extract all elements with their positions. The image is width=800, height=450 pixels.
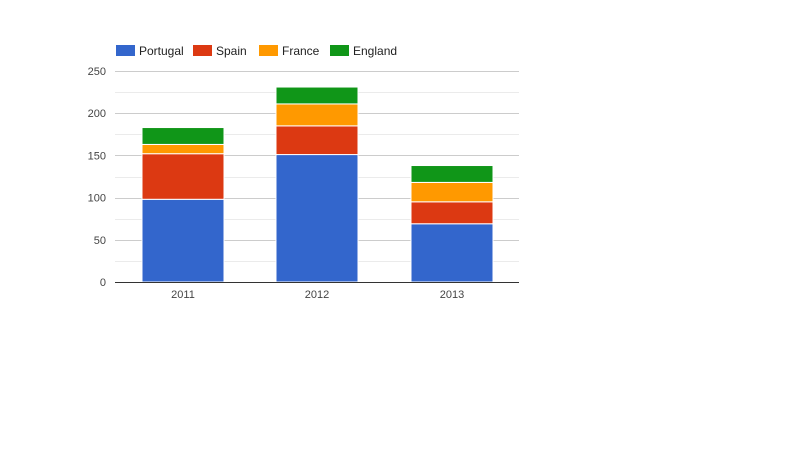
legend-label: Spain <box>216 44 247 58</box>
legend-label: England <box>353 44 397 58</box>
y-tick-label: 200 <box>88 108 106 120</box>
legend-swatch <box>330 45 349 56</box>
y-tick-label: 0 <box>100 277 106 289</box>
bar-segment-spain-2011[interactable] <box>141 153 225 200</box>
legend-item-portugal[interactable]: Portugal <box>116 44 184 58</box>
bar-segment-france-2013[interactable] <box>410 181 494 203</box>
y-tick-label: 100 <box>88 193 106 205</box>
legend-item-england[interactable]: England <box>330 44 397 58</box>
legend-item-spain[interactable]: Spain <box>193 44 247 58</box>
x-axis-ticks: 2011 2012 2013 <box>171 289 464 301</box>
bar-segment-england-2011[interactable] <box>141 127 225 145</box>
bar-segment-portugal-2011[interactable] <box>141 198 225 283</box>
legend-swatch <box>259 45 278 56</box>
bar-segment-england-2012[interactable] <box>275 86 359 105</box>
chart-bars <box>141 86 494 283</box>
y-axis-ticks: 0 50 100 150 200 250 <box>88 66 106 289</box>
y-tick-label: 50 <box>94 235 106 247</box>
legend-label: France <box>282 44 320 58</box>
bar-segment-portugal-2012[interactable] <box>275 154 359 283</box>
legend-swatch <box>193 45 212 56</box>
legend-item-france[interactable]: France <box>259 44 320 58</box>
x-tick-label: 2012 <box>305 289 329 301</box>
bar-segment-portugal-2013[interactable] <box>410 223 494 283</box>
legend-swatch <box>116 45 135 56</box>
y-tick-label: 250 <box>88 66 106 78</box>
bar-segment-spain-2012[interactable] <box>275 125 359 156</box>
bar-segment-spain-2013[interactable] <box>410 201 494 225</box>
bar-segment-france-2011[interactable] <box>141 143 225 155</box>
bar-segment-england-2013[interactable] <box>410 165 494 183</box>
chart-legend: Portugal Spain France England <box>116 44 397 58</box>
bar-segment-france-2012[interactable] <box>275 103 359 127</box>
x-tick-label: 2011 <box>171 289 195 301</box>
legend-label: Portugal <box>139 44 184 58</box>
y-tick-label: 150 <box>88 150 106 162</box>
x-tick-label: 2013 <box>440 289 464 301</box>
